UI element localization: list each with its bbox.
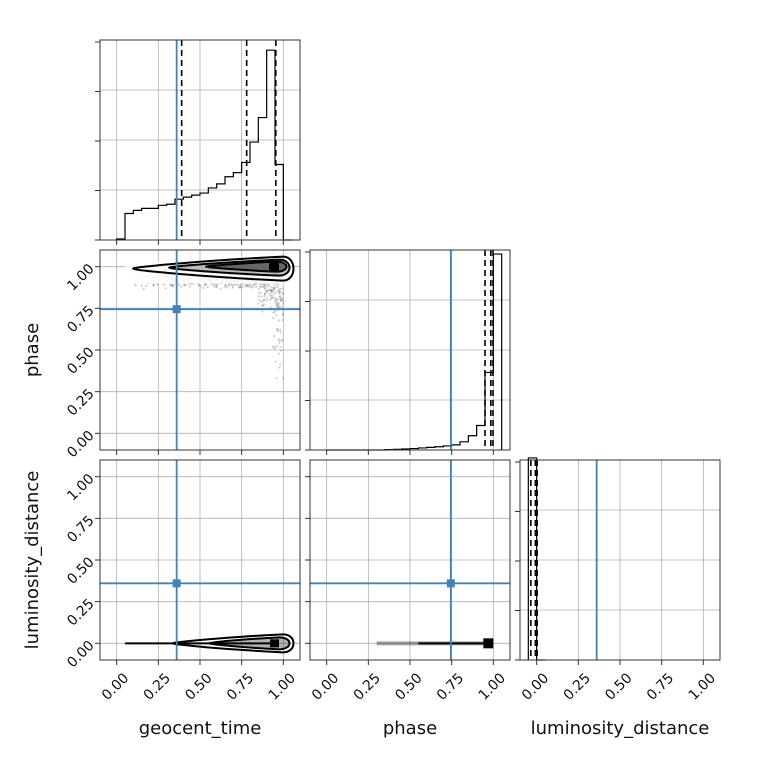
y-tick-label: 1.00: [64, 261, 97, 294]
x-tick-label: 0.25: [141, 670, 174, 703]
x-tick-label: 0.25: [561, 670, 594, 703]
y-tick-label: 0.00: [64, 638, 97, 671]
density-peak: [270, 639, 279, 648]
y-tick-label: 0.75: [64, 303, 97, 336]
histogram-geocent_time: [95, 39, 301, 245]
y-tick-label: 0.25: [64, 596, 97, 629]
histogram-step: [527, 457, 545, 661]
histogram-step: [116, 49, 292, 241]
pair-geocent_time-luminosity_distance: 0.00 0.25 0.50 0.75 1.000.000.250.500.751.00: [64, 459, 301, 704]
y-tick-label: 0.25: [64, 386, 97, 419]
x-tick-label: 0.75: [434, 670, 467, 703]
x-tick-label: 0.50: [602, 670, 635, 703]
x-tick-label: 0.50: [182, 670, 215, 703]
x-tick-label: 0.50: [392, 670, 425, 703]
y-axis-label-luminosity_distance: luminosity_distance: [22, 471, 43, 650]
y-tick-label: 0.75: [64, 513, 97, 546]
truth-marker: [446, 579, 455, 588]
histogram-luminosity_distance: 0.00 0.25 0.50 0.75 1.00: [515, 457, 721, 704]
density-contour: [131, 255, 295, 282]
pair-geocent_time-phase: 0.00 0.25 0.50 0.75 1.00: [64, 249, 301, 461]
x-tick-label: 0.00: [519, 670, 552, 703]
density-peak: [483, 638, 494, 649]
truth-marker: [172, 579, 181, 588]
axis-labels: geocent_time phase luminosity_distancephas…: [22, 323, 709, 739]
density-contour: [204, 260, 288, 273]
histogram-phase: [305, 249, 511, 455]
x-axis-label-phase: phase: [383, 718, 437, 739]
truth-marker: [172, 305, 181, 314]
x-tick-label: 0.75: [224, 670, 257, 703]
x-axis-label-geocent_time: geocent_time: [139, 718, 262, 739]
x-tick-label: 1.00: [266, 670, 299, 703]
y-tick-label: 1.00: [64, 471, 97, 504]
x-tick-label: 0.00: [99, 670, 132, 703]
x-tick-label: 1.00: [476, 670, 509, 703]
density-contour: [207, 636, 291, 651]
x-tick-label: 0.75: [644, 670, 677, 703]
x-axis-label-luminosity_distance: luminosity_distance: [531, 718, 710, 739]
y-tick-label: 0.50: [64, 554, 97, 587]
density-peak: [269, 261, 279, 272]
x-tick-label: 0.25: [351, 670, 384, 703]
y-tick-label: 0.50: [64, 344, 97, 377]
density-contour: [171, 633, 295, 654]
y-tick-label: 0.00: [64, 428, 97, 461]
histogram-step: [326, 253, 503, 451]
x-tick-label: 1.00: [686, 670, 719, 703]
y-axis-label-phase: phase: [22, 323, 43, 377]
pair-phase-luminosity_distance: 0.00 0.25 0.50 0.75 1.00: [305, 459, 511, 704]
x-tick-label: 0.00: [309, 670, 342, 703]
